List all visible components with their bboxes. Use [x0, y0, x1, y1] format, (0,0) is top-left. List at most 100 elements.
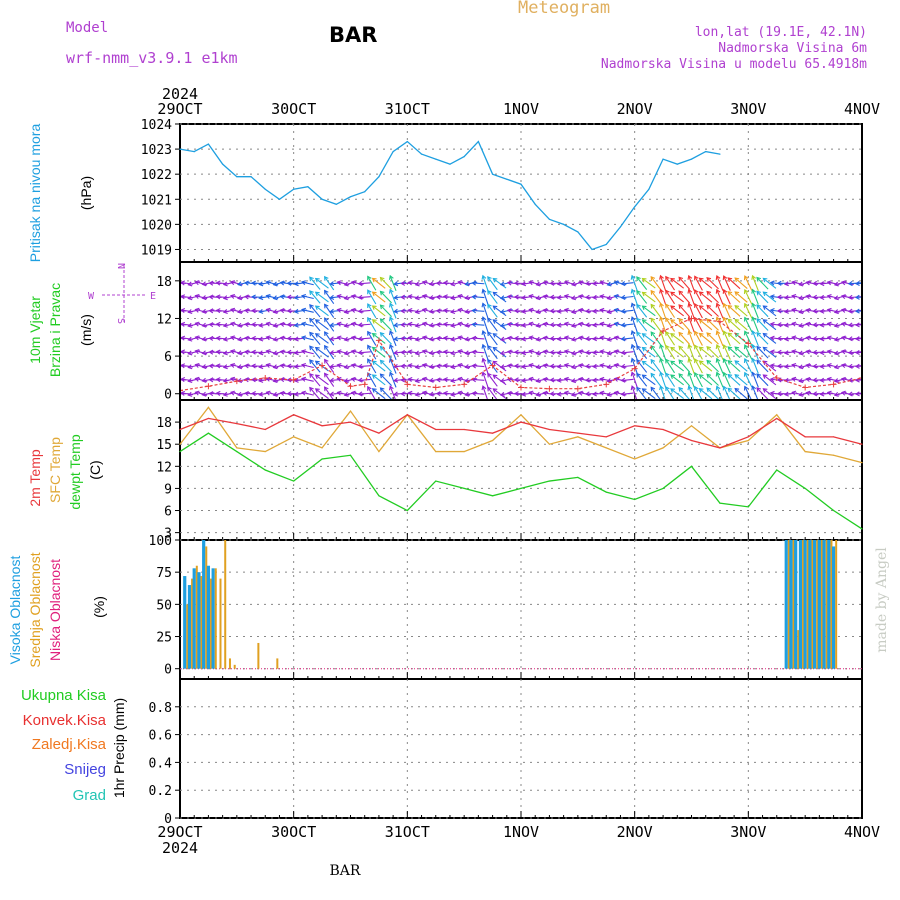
wind-arrow: [429, 337, 442, 341]
wind-arrow-head: [208, 294, 214, 300]
wind-arrow-head: [769, 294, 775, 300]
wind-arrow: [472, 323, 485, 326]
wind-arrow-head: [324, 358, 329, 364]
wind-arrow-head: [743, 385, 749, 391]
pressure-ytick-label: 1021: [141, 193, 172, 208]
wind-arrow-head: [630, 357, 636, 363]
pressure-line-point: [236, 176, 238, 178]
wind-arrow-head: [201, 377, 207, 383]
wind-arrow: [280, 323, 293, 327]
wind-arrow-head: [428, 377, 434, 383]
wind-arrow-head: [722, 357, 728, 363]
wind-arrow: [752, 330, 759, 347]
wind-arrow: [621, 392, 634, 395]
wind-arrow: [301, 308, 314, 313]
wind-arrow-head: [613, 335, 619, 341]
mid-cloud-bar: [214, 568, 217, 669]
wind-arrow-head: [694, 316, 699, 322]
wind-arrow-head: [542, 363, 548, 369]
wind-arrow: [678, 276, 691, 290]
wind-arrow-head: [314, 374, 320, 380]
wind-arrow-head: [528, 321, 534, 327]
wind-arrow: [699, 360, 713, 372]
wind-arrow: [621, 378, 634, 382]
wind-arrow-head: [706, 387, 712, 393]
wind-arrow-head: [407, 335, 413, 341]
wind-arrow-head: [756, 387, 761, 392]
pressure-line-point: [577, 231, 579, 233]
wind-arrow-head: [336, 307, 342, 313]
wind-arrow-head: [251, 280, 256, 286]
temp2m-line-point: [832, 436, 835, 438]
wind-arrow: [744, 372, 753, 388]
wind-arrow: [324, 304, 335, 318]
wind-arrow: [756, 318, 769, 331]
wind-speed-point: [180, 387, 183, 394]
wind-arrow-head: [367, 275, 372, 281]
wind-arrow: [372, 374, 386, 386]
wind-arrow-head: [499, 391, 505, 397]
wind-speed-point: [404, 381, 411, 388]
dewpt-temp-line-point: [577, 476, 579, 478]
wind-arrow-head: [237, 391, 243, 397]
wind-arrow: [429, 378, 442, 382]
pressure-line-point: [293, 188, 295, 190]
sfc-temp-line-point: [349, 410, 352, 412]
wind-arrow-head: [450, 281, 456, 287]
wind-arrow-head: [549, 280, 555, 286]
wind-arrow: [482, 330, 489, 347]
wind-arrow-head: [556, 363, 562, 370]
wind-arrow-head: [194, 362, 200, 368]
precip-frame: [179, 678, 863, 819]
wind-arrow-head: [251, 391, 256, 397]
wind-arrow-head: [258, 377, 264, 383]
wind-arrow-head: [577, 280, 583, 286]
wind-arrow-head: [678, 331, 684, 337]
wind-arrow-head: [457, 376, 463, 382]
pressure-line-point: [591, 248, 593, 251]
wind-arrow-head: [222, 336, 228, 342]
wind-arrow-head: [442, 390, 448, 396]
wind-arrow-head: [798, 364, 804, 370]
wind-arrow: [855, 379, 862, 381]
wind-arrow-head: [687, 274, 693, 280]
wind-arrow-head: [314, 319, 320, 324]
dewpt-temp-line-point: [435, 480, 437, 482]
wind-arrow: [670, 291, 684, 303]
wind-arrow: [716, 317, 724, 333]
wind-arrow-head: [251, 377, 256, 383]
wind-arrow: [756, 346, 769, 359]
wind-arrow: [487, 317, 498, 332]
wind-arrow-head: [208, 335, 214, 341]
wind-arrow-head: [715, 330, 721, 336]
wind-arrow: [492, 291, 507, 303]
wind-arrow-head: [350, 321, 356, 327]
wind-arrow: [358, 337, 371, 340]
wind-arrow: [716, 330, 724, 347]
wind-arrow: [280, 295, 293, 299]
wind-arrow-head: [819, 391, 825, 397]
temperature-ytick-label: 12: [156, 460, 172, 475]
mid-cloud-bar: [830, 540, 833, 669]
wind-arrow-head: [776, 363, 782, 369]
wind-arrow-head: [343, 350, 349, 356]
wind-arrow: [636, 318, 648, 332]
wind-arrow: [621, 295, 634, 299]
pressure-line-point: [307, 186, 309, 188]
wind-arrow: [543, 378, 556, 382]
compass-south: S: [115, 318, 126, 324]
wind-arrow-head: [727, 360, 733, 365]
wind-arrow-head: [563, 294, 569, 299]
wind-arrow-head: [481, 357, 487, 363]
cloud-unit: (%): [91, 596, 107, 618]
wind-arrow-head: [201, 308, 207, 314]
wind-arrow: [699, 388, 713, 400]
wind-arrow-head: [613, 294, 619, 299]
wind-arrow-head: [698, 277, 704, 283]
wind-arrow: [472, 378, 485, 381]
wind-arrow-head: [293, 308, 299, 314]
wind-arrow-head: [481, 274, 487, 280]
wind-arrow-head: [751, 357, 757, 363]
wind-arrow: [688, 303, 695, 319]
wind-arrow-head: [840, 363, 846, 369]
